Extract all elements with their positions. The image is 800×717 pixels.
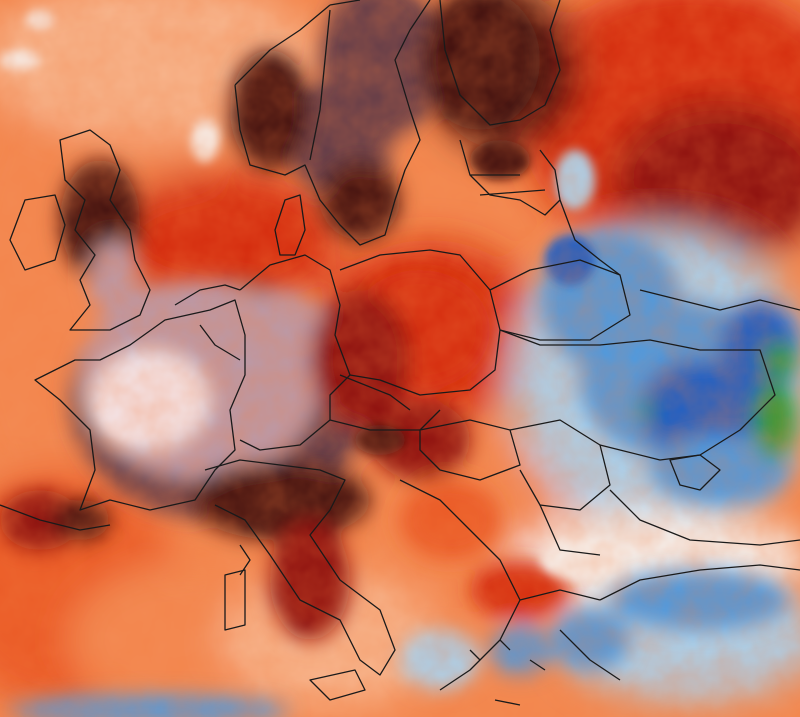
hungary [419, 419, 521, 481]
germany-outline [239, 254, 351, 451]
czech-austria [329, 374, 441, 431]
corsica [239, 544, 251, 576]
russia-west-border [559, 199, 800, 311]
scandinavia-coast [234, 0, 431, 246]
benelux [174, 284, 241, 361]
france-outline [34, 299, 246, 511]
crimea [669, 454, 721, 491]
ukraine [499, 329, 776, 461]
ireland [9, 194, 66, 271]
turkey-coast [559, 564, 800, 681]
denmark [274, 194, 306, 256]
finland-outline [439, 0, 561, 126]
norway-sweden-border [309, 9, 331, 161]
baltic-states [459, 139, 561, 216]
great-britain [59, 129, 151, 331]
black-sea-coast [609, 489, 800, 546]
greece-islands [469, 639, 546, 706]
iberia-north [0, 504, 111, 531]
alps-italy [204, 459, 396, 676]
balkans [399, 479, 601, 691]
sicily [309, 669, 366, 701]
belarus [489, 259, 631, 341]
sardinia [224, 569, 246, 631]
